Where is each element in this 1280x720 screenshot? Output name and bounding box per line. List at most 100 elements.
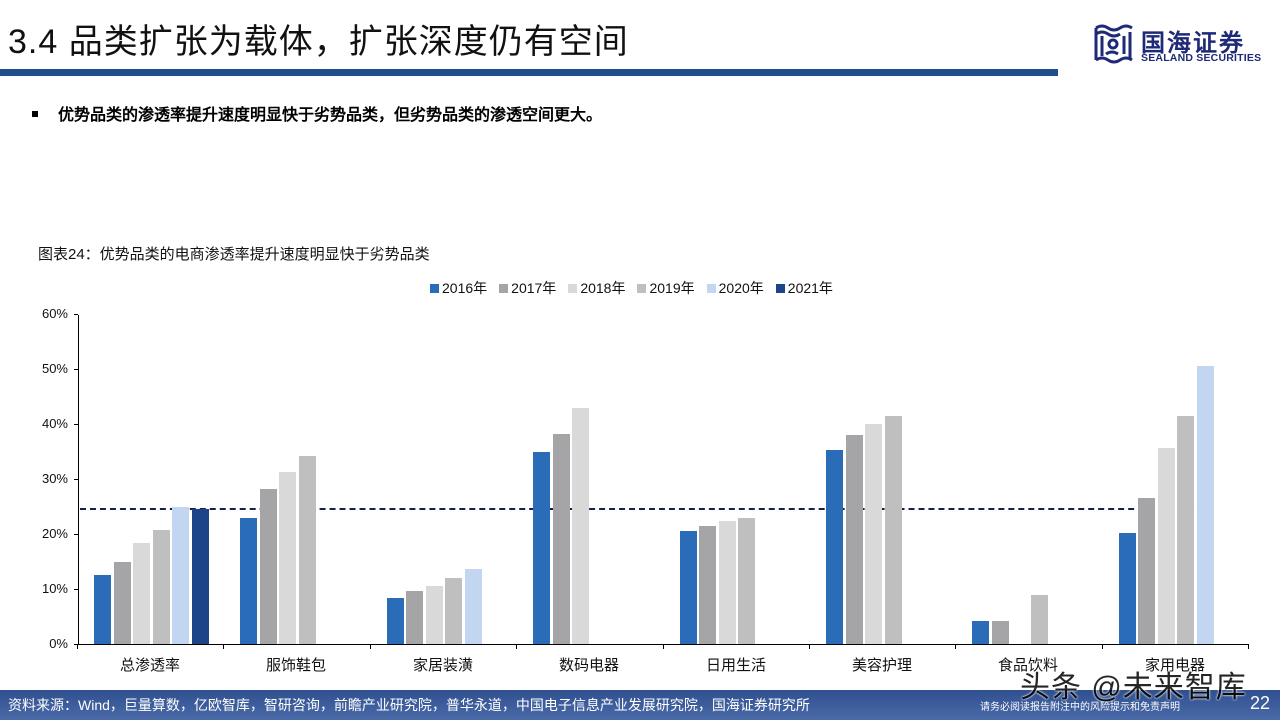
legend-label: 2016年: [442, 280, 488, 296]
x-category-label: 总渗透率: [119, 657, 180, 674]
square-bullet-icon: [32, 110, 38, 117]
bar-2017: [846, 435, 863, 644]
bar-2017: [406, 591, 423, 644]
bar-2018: [426, 586, 443, 644]
y-tick-label: 60%: [41, 306, 68, 321]
legend-swatch-icon: [430, 283, 439, 293]
bar-2018: [279, 472, 296, 644]
x-category-label: 日用生活: [705, 657, 766, 674]
x-tick: [1102, 644, 1103, 649]
legend-label: 2017年: [511, 280, 557, 296]
bar-2019: [738, 518, 755, 644]
bar-2018: [865, 424, 882, 644]
bar-2020: [172, 507, 189, 644]
x-category-label: 家用电器: [1144, 657, 1205, 674]
legend-label: 2020年: [718, 280, 764, 296]
x-category-label: 数码电器: [558, 657, 619, 674]
x-tick: [370, 644, 371, 649]
bar-2018: [133, 542, 150, 644]
bar-2019: [445, 578, 462, 644]
bar-2017: [114, 562, 131, 644]
bar-2019: [153, 529, 170, 644]
x-category-label: 家居装潢: [412, 657, 473, 674]
logo-chinese-name: 国海证券: [1141, 30, 1245, 57]
bar-2017: [260, 489, 277, 644]
average-dashed-line: [80, 507, 1204, 510]
legend-item-2020: 2020年: [706, 278, 764, 298]
bar-2016: [826, 449, 843, 644]
y-tick-label: 40%: [41, 416, 68, 431]
y-tick-label: 30%: [41, 471, 68, 486]
y-tick: [74, 534, 78, 535]
y-tick-label: 0%: [49, 636, 68, 651]
title-divider-bar: [0, 69, 1058, 76]
bar-2017: [992, 620, 1009, 644]
page-title: 3.4 品类扩张为载体，扩张深度仍有空间: [8, 23, 629, 61]
legend-swatch-icon: [499, 283, 509, 293]
x-category-label: 食品饮料: [997, 657, 1058, 674]
bar-2021: [192, 509, 209, 644]
y-tick: [74, 589, 78, 590]
legend-item-2016: 2016年: [430, 278, 487, 298]
bar-2017: [553, 434, 570, 644]
legend-label: 2019年: [649, 280, 695, 296]
bar-2016: [94, 575, 111, 644]
watermark: 头条 @未来智库: [1020, 671, 1247, 704]
x-tick: [516, 644, 517, 649]
bar-2020: [1197, 366, 1214, 644]
bar-2017: [1138, 497, 1155, 644]
key-point-bullet: 优势品类的渗透率提升速度明显快于劣势品类，但劣势品类的渗透空间更大。: [32, 101, 602, 125]
bar-2020: [465, 569, 482, 644]
legend-label: 2018年: [580, 280, 626, 296]
x-tick: [663, 644, 664, 649]
legend-swatch-icon: [637, 283, 647, 293]
bar-2018: [572, 407, 589, 644]
bar-2019: [885, 416, 902, 644]
y-tick: [74, 314, 78, 315]
x-tick: [809, 644, 810, 649]
page-number: 22: [1250, 693, 1271, 713]
bar-2016: [240, 517, 257, 644]
bar-2016: [680, 530, 697, 644]
y-tick: [74, 424, 78, 425]
y-tick: [74, 479, 78, 480]
bar-2018: [719, 521, 736, 644]
chart-caption: 图表24：优势品类的电商渗透率提升速度明显快于劣势品类: [38, 246, 430, 263]
bar-2016: [387, 597, 404, 644]
y-axis: [78, 315, 79, 645]
data-source: 资料来源：Wind，巨量算数，亿欧智库，智研咨询，前瞻产业研究院，普华永道，中国…: [8, 697, 810, 713]
legend-swatch-icon: [775, 283, 785, 293]
company-logo: 国海证券 SEALAND SECURITIES: [1093, 22, 1273, 68]
bar-2018: [1158, 448, 1175, 644]
bar-2019: [1177, 416, 1194, 644]
bar-2016: [972, 620, 989, 644]
bar-2017: [699, 525, 716, 644]
bar-2016: [1119, 532, 1136, 644]
x-category-label: 美容护理: [851, 657, 912, 674]
bar-2016: [533, 451, 550, 644]
y-tick: [74, 369, 78, 370]
legend-item-2018: 2018年: [568, 278, 625, 298]
logo-english-name: SEALAND SECURITIES: [1141, 52, 1262, 64]
disclaimer: 请务必阅读报告附注中的风险提示和免责声明: [980, 702, 1180, 713]
key-point-text: 优势品类的渗透率提升速度明显快于劣势品类，但劣势品类的渗透空间更大。: [58, 107, 603, 124]
chart-legend: 2016年 2017年 2018年 2019年 2020年 2021年: [430, 278, 845, 298]
y-tick-label: 50%: [41, 361, 68, 376]
x-tick: [1248, 644, 1249, 649]
bar-2019: [299, 456, 316, 644]
legend-swatch-icon: [706, 283, 716, 293]
legend-label: 2021年: [787, 280, 833, 296]
x-tick: [955, 644, 956, 649]
y-tick-label: 10%: [41, 581, 68, 596]
x-tick: [223, 644, 224, 649]
y-tick: [74, 644, 78, 645]
legend-item-2021: 2021年: [775, 278, 833, 298]
bar-2019: [1031, 594, 1048, 644]
x-category-label: 服饰鞋包: [265, 657, 326, 674]
x-tick: [77, 644, 78, 649]
legend-swatch-icon: [568, 283, 578, 293]
legend-item-2019: 2019年: [637, 278, 695, 298]
sealand-wave-logo-icon: [1094, 24, 1133, 64]
footer-bar: 资料来源：Wind，巨量算数，亿欧智库，智研咨询，前瞻产业研究院，普华永道，中国…: [0, 690, 1280, 720]
